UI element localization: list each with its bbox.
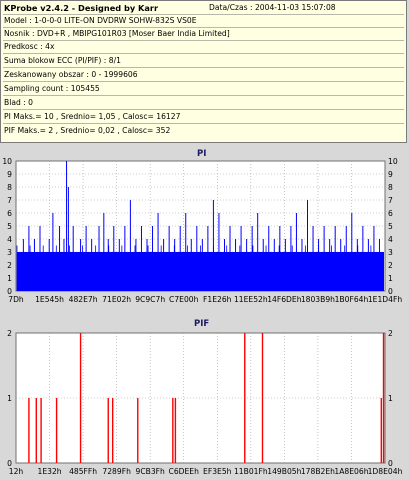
app-title: KProbe v2.4.2 - Designed by Karr xyxy=(4,3,158,13)
pi-xtick-label: 1803B9h xyxy=(301,295,335,304)
pi-xtick-label: 9C9C7h xyxy=(135,295,165,304)
pi-ytick-label: 8 xyxy=(7,183,12,192)
info-ecc-blocks: Suma blokow ECC (PI/PIF) : 8/1 xyxy=(4,56,121,65)
divider xyxy=(3,95,404,96)
pif-ytick-label-right: 1 xyxy=(388,394,393,403)
pif-xtick-label: 149B05h xyxy=(267,467,301,476)
pi-chart-title: PI xyxy=(197,149,207,159)
pi-xtick-label: 71E02h xyxy=(102,295,131,304)
pi-xtick-label: C7E00h xyxy=(169,295,199,304)
divider xyxy=(3,67,404,68)
scan-date: Data/Czas : 2004-11-03 15:07:08 xyxy=(209,3,336,12)
pi-ytick-label: 9 xyxy=(7,170,12,179)
pi-ytick-label: 7 xyxy=(7,196,12,205)
info-speed: Predkosc : 4x xyxy=(4,42,55,51)
pif-xtick-label: 1A8E06h xyxy=(334,467,368,476)
pi-ytick-label-right: 9 xyxy=(388,170,393,179)
pi-xtick-label: 1E545h xyxy=(35,295,64,304)
pi-ytick-label: 4 xyxy=(7,235,12,244)
info-scan-range: Zeskanowany obszar : 0 - 1999606 xyxy=(4,70,138,79)
pif-ytick-label-right: 2 xyxy=(388,329,393,338)
divider xyxy=(3,123,404,124)
divider xyxy=(3,14,404,15)
info-pi-stats: PI Maks.= 10 , Srednio= 1,05 , Calosc= 1… xyxy=(4,112,181,121)
pi-chart-panel: PI 0 0 1 1 2 2 3 3 4 4 5 5 6 6 7 7 8 8 9 9 10 10 7Dh 1E545h 482E… xyxy=(0,145,407,309)
pi-xtick-label: 1E1D4Fh xyxy=(368,295,403,304)
pi-ytick-label: 2 xyxy=(7,261,12,270)
pi-ytick-label-right: 8 xyxy=(388,183,393,192)
pif-xtick-label: EF3E5h xyxy=(203,467,232,476)
pif-xtick-label: 178B2Eh xyxy=(301,467,335,476)
pif-ytick-label: 0 xyxy=(7,459,12,468)
info-panel: KProbe v2.4.2 - Designed by Karr Data/Cz… xyxy=(0,0,407,143)
pi-ytick-label-right: 6 xyxy=(388,209,393,218)
pi-ytick-label: 1 xyxy=(7,274,12,283)
pi-ytick-label-right: 1 xyxy=(388,274,393,283)
pif-chart: 0 0 1 1 2 2 12h 1E32h 485FFh 7289Fh 9CB3Fh C6DEEh EF… xyxy=(7,329,403,476)
pi-xtick-label: 1B0F64h xyxy=(335,295,369,304)
pif-xtick-label: 7289Fh xyxy=(102,467,131,476)
info-media: Nosnik : DVD+R , MBIPG101R03 [Moser Baer… xyxy=(4,29,230,38)
pif-chart-title: PIF xyxy=(194,319,210,329)
pif-ytick-label: 2 xyxy=(7,329,12,338)
pi-ytick-label-right: 2 xyxy=(388,261,393,270)
pi-ytick-label: 0 xyxy=(7,287,12,296)
info-pif-stats: PIF Maks.= 2 , Srednio= 0,02 , Calosc= 3… xyxy=(4,126,171,135)
divider xyxy=(3,40,404,41)
divider xyxy=(3,53,404,54)
pif-xtick-label: 11B01Fh xyxy=(234,467,268,476)
pi-ytick-label: 10 xyxy=(2,157,12,166)
pi-xtick-label: F1E26h xyxy=(203,295,232,304)
info-model: Model : 1-0-0-0 LITE-ON DVDRW SOHW-832S … xyxy=(4,16,197,25)
pif-xtick-label: C6DEEh xyxy=(169,467,200,476)
pi-ytick-label-right: 5 xyxy=(388,222,393,231)
pi-ytick-label-right: 0 xyxy=(388,287,393,296)
pi-xtick-label: 11EE52h xyxy=(234,295,268,304)
pif-plot-area xyxy=(15,332,386,464)
pi-ytick-label-right: 10 xyxy=(388,157,398,166)
pif-xtick-label: 1D8E04h xyxy=(368,467,403,476)
pi-ytick-label-right: 7 xyxy=(388,196,393,205)
pi-xtick-label: 482E7h xyxy=(69,295,98,304)
pi-chart: 0 0 1 1 2 2 3 3 4 4 5 5 6 6 7 7 8 8 9 9 10 10 7Dh 1E545h 482E7h 7… xyxy=(2,157,403,304)
pif-xtick-label: 9CB3Fh xyxy=(136,467,166,476)
pif-xtick-label: 12h xyxy=(9,467,24,476)
pif-chart-panel: PIF 0 0 1 1 2 2 12h 1E32h 485FFh 7289Fh 9CB3Fh C6DE… xyxy=(0,313,407,480)
pif-xtick-label: 1E32h xyxy=(37,467,61,476)
pi-xtick-label: 7Dh xyxy=(8,295,24,304)
pi-ytick-label-right: 3 xyxy=(388,248,393,257)
pif-ytick-label-right: 0 xyxy=(388,459,393,468)
pi-xtick-label: 14F6DEh xyxy=(267,295,302,304)
pif-xtick-label: 485FFh xyxy=(69,467,97,476)
divider xyxy=(3,81,404,82)
divider xyxy=(3,109,404,110)
info-sampling: Sampling count : 105455 xyxy=(4,84,100,93)
divider xyxy=(3,27,404,28)
pi-ytick-label-right: 4 xyxy=(388,235,393,244)
info-error: Blad : 0 xyxy=(4,98,34,107)
pi-ytick-label: 3 xyxy=(7,248,12,257)
pif-ytick-label: 1 xyxy=(7,394,12,403)
pi-ytick-label: 6 xyxy=(7,209,12,218)
pi-ytick-label: 5 xyxy=(7,222,12,231)
